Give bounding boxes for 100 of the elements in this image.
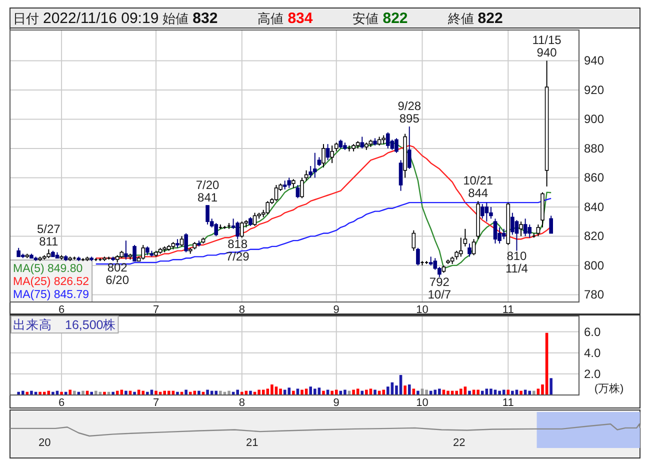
bar: [206, 390, 209, 395]
candlestick: [536, 224, 540, 237]
candlestick: [412, 230, 416, 252]
bar: [300, 390, 304, 395]
candlestick: [472, 238, 476, 256]
y-tick-label: 860: [584, 170, 604, 185]
candlestick: [394, 138, 398, 154]
candlestick: [322, 144, 326, 168]
bar: [344, 390, 346, 395]
candlestick: [206, 204, 210, 225]
candlestick: [386, 132, 390, 149]
x-tick-label: 10: [416, 304, 428, 316]
candlestick: [484, 202, 489, 222]
candlestick: [416, 247, 420, 266]
annotation: 818 7/29: [226, 237, 250, 264]
candlestick: [489, 206, 493, 220]
bar: [288, 388, 291, 395]
x-tick-label: 8: [238, 304, 245, 316]
text: 始値: [162, 11, 189, 26]
legend: MA(5) 849.80 MA(25) 826.52 MA(75) 845.79: [10, 260, 93, 302]
x-tick-label: 7: [152, 304, 160, 316]
candlestick: [141, 244, 146, 260]
candlestick: [252, 212, 257, 226]
x-tick-label: 8: [238, 397, 245, 409]
x-tick-label: 22: [452, 437, 466, 449]
bar: [68, 390, 72, 395]
candlestick: [514, 220, 519, 252]
bar: [352, 390, 355, 395]
candlestick: [463, 228, 468, 247]
series-label: MA(25) 826.52: [13, 276, 90, 288]
y-tick-label: 940: [584, 54, 604, 68]
candlestick: [214, 222, 218, 237]
bar: [490, 388, 492, 395]
text: 834: [288, 10, 314, 27]
candlestick: [398, 160, 403, 192]
annotation: 5/27 811: [36, 222, 61, 248]
candlestick: [360, 136, 364, 149]
candlestick: [549, 215, 553, 234]
y-tick-label: 880: [584, 141, 604, 156]
text: 終値: [446, 11, 474, 26]
bar: [334, 390, 338, 395]
candlestick: [528, 224, 532, 238]
candlestick: [480, 204, 484, 220]
candlestick: [304, 170, 308, 182]
y-tick-label: 840: [584, 200, 604, 214]
candlestick: [180, 236, 184, 247]
bar: [236, 390, 239, 395]
bar: [404, 386, 406, 395]
x-tick-label: 9: [333, 304, 340, 316]
candlestick: [502, 228, 506, 240]
y-tick-label: 900: [584, 112, 604, 126]
bar: [279, 388, 282, 395]
y-tick-label: 920: [584, 82, 604, 97]
candlestick: [308, 166, 313, 178]
candlestick: [330, 145, 334, 164]
x-tick-label: 10: [416, 397, 428, 409]
annotation: 9/28 895: [398, 98, 422, 126]
candlestick: [312, 152, 317, 178]
y-tick-label: 800: [584, 258, 604, 272]
candlestick: [493, 218, 498, 244]
annotation: 802 6/20: [106, 260, 130, 288]
bar: [365, 390, 368, 395]
annotation: 10/21 844: [463, 173, 494, 200]
annotation: 11/15 940: [532, 33, 562, 60]
bar: [374, 390, 376, 395]
bar: [382, 390, 386, 395]
text: 安値: [352, 11, 379, 26]
candlestick: [296, 184, 300, 199]
candlestick: [468, 243, 472, 258]
text: 822: [382, 10, 408, 27]
text: 832: [192, 10, 218, 27]
candlestick: [124, 240, 128, 260]
text: 高値: [258, 11, 284, 26]
x-tick-label: 11: [502, 397, 514, 409]
candlestick: [132, 244, 136, 262]
candlestick: [300, 177, 304, 199]
y-axis-title: (万株): [594, 382, 624, 395]
candlestick: [523, 218, 528, 237]
x-tick-label: 7: [152, 397, 160, 409]
x-tick-label: 21: [246, 437, 258, 449]
y-tick-label: 780: [584, 288, 604, 302]
candlestick: [287, 177, 292, 188]
x-tick-label: 6: [58, 397, 65, 409]
bar: [506, 390, 510, 395]
candlestick: [326, 144, 330, 161]
candlestick: [274, 184, 278, 202]
bar: [408, 384, 411, 395]
bar: [550, 378, 552, 395]
candlestick: [433, 258, 438, 270]
annotation: 792 10/7: [428, 275, 452, 302]
y-tick-label: 820: [584, 229, 604, 244]
candlestick: [240, 221, 244, 238]
y-tick-label: 2.0: [584, 366, 602, 381]
candlestick: [236, 221, 240, 240]
text: 日付: [13, 11, 39, 26]
bar: [425, 390, 428, 395]
bar: [476, 390, 480, 395]
x-tick-label: 20: [38, 437, 51, 449]
bar: [434, 390, 437, 395]
annotation: 7/20 841: [196, 178, 220, 204]
